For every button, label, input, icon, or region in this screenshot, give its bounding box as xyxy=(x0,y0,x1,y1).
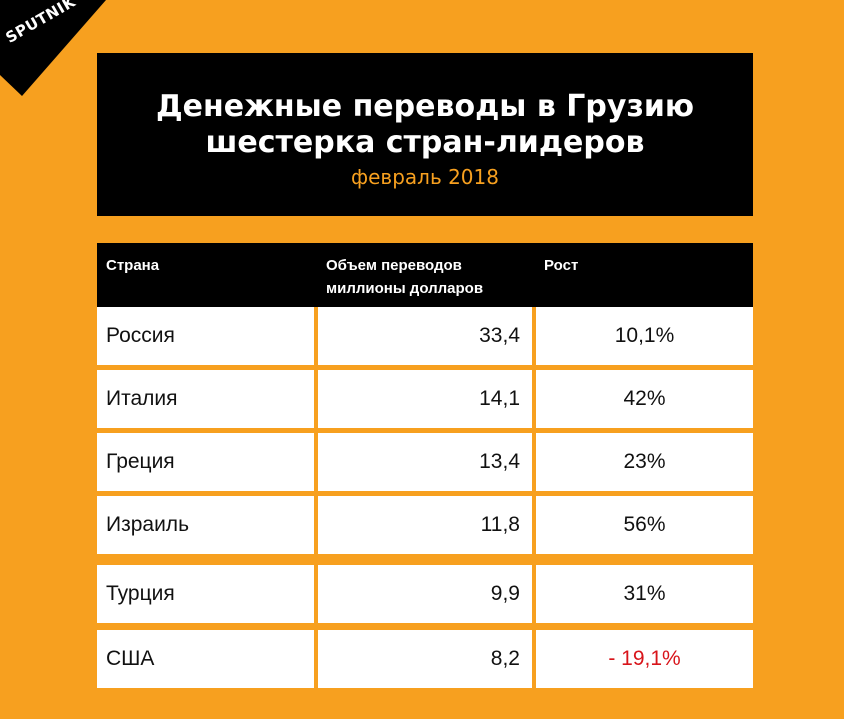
logo-banner-icon xyxy=(0,0,106,96)
header-volume-line2: миллионы долларов xyxy=(326,280,484,297)
table-row: Россия 33,4 10,1% xyxy=(97,307,753,365)
page-title-line1: Денежные переводы в Грузию xyxy=(155,89,695,124)
page-title-line2: шестерка стран-лидеров xyxy=(205,125,645,160)
table-row: Израиль 11,8 56% xyxy=(97,496,753,554)
cell-growth: 23% xyxy=(536,433,753,491)
table-row: Греция 13,4 23% xyxy=(97,433,753,491)
page-subtitle: февраль 2018 xyxy=(351,165,499,189)
cell-country: Италия xyxy=(97,370,314,428)
cell-country: США xyxy=(97,630,314,688)
sputnik-logo: SPUTNIK xyxy=(0,0,110,100)
table-header: Страна Объем переводов миллионы долларов… xyxy=(97,243,753,307)
cell-volume: 8,2 xyxy=(318,630,532,688)
header-growth: Рост xyxy=(544,257,579,274)
cell-volume: 14,1 xyxy=(318,370,532,428)
cell-growth-negative: - 19,1% xyxy=(536,630,753,688)
cell-volume: 11,8 xyxy=(318,496,532,554)
cell-volume: 33,4 xyxy=(318,307,532,365)
header-country: Страна xyxy=(106,257,160,274)
title-panel: Денежные переводы в Грузию шестерка стра… xyxy=(97,53,753,216)
cell-volume: 13,4 xyxy=(318,433,532,491)
cell-growth: 42% xyxy=(536,370,753,428)
cell-volume: 9,9 xyxy=(318,565,532,623)
table-row: США 8,2 - 19,1% xyxy=(97,630,753,688)
cell-growth: 31% xyxy=(536,565,753,623)
header-volume-line1: Объем переводов xyxy=(326,257,462,274)
cell-country: Греция xyxy=(97,433,314,491)
cell-growth: 56% xyxy=(536,496,753,554)
cell-country: Турция xyxy=(97,565,314,623)
cell-country: Израиль xyxy=(97,496,314,554)
cell-growth: 10,1% xyxy=(536,307,753,365)
table-row: Италия 14,1 42% xyxy=(97,370,753,428)
data-table: Страна Объем переводов миллионы долларов… xyxy=(97,243,753,690)
header-volume: Объем переводов миллионы долларов xyxy=(326,243,536,307)
table-row: Турция 9,9 31% xyxy=(97,565,753,623)
cell-country: Россия xyxy=(97,307,314,365)
